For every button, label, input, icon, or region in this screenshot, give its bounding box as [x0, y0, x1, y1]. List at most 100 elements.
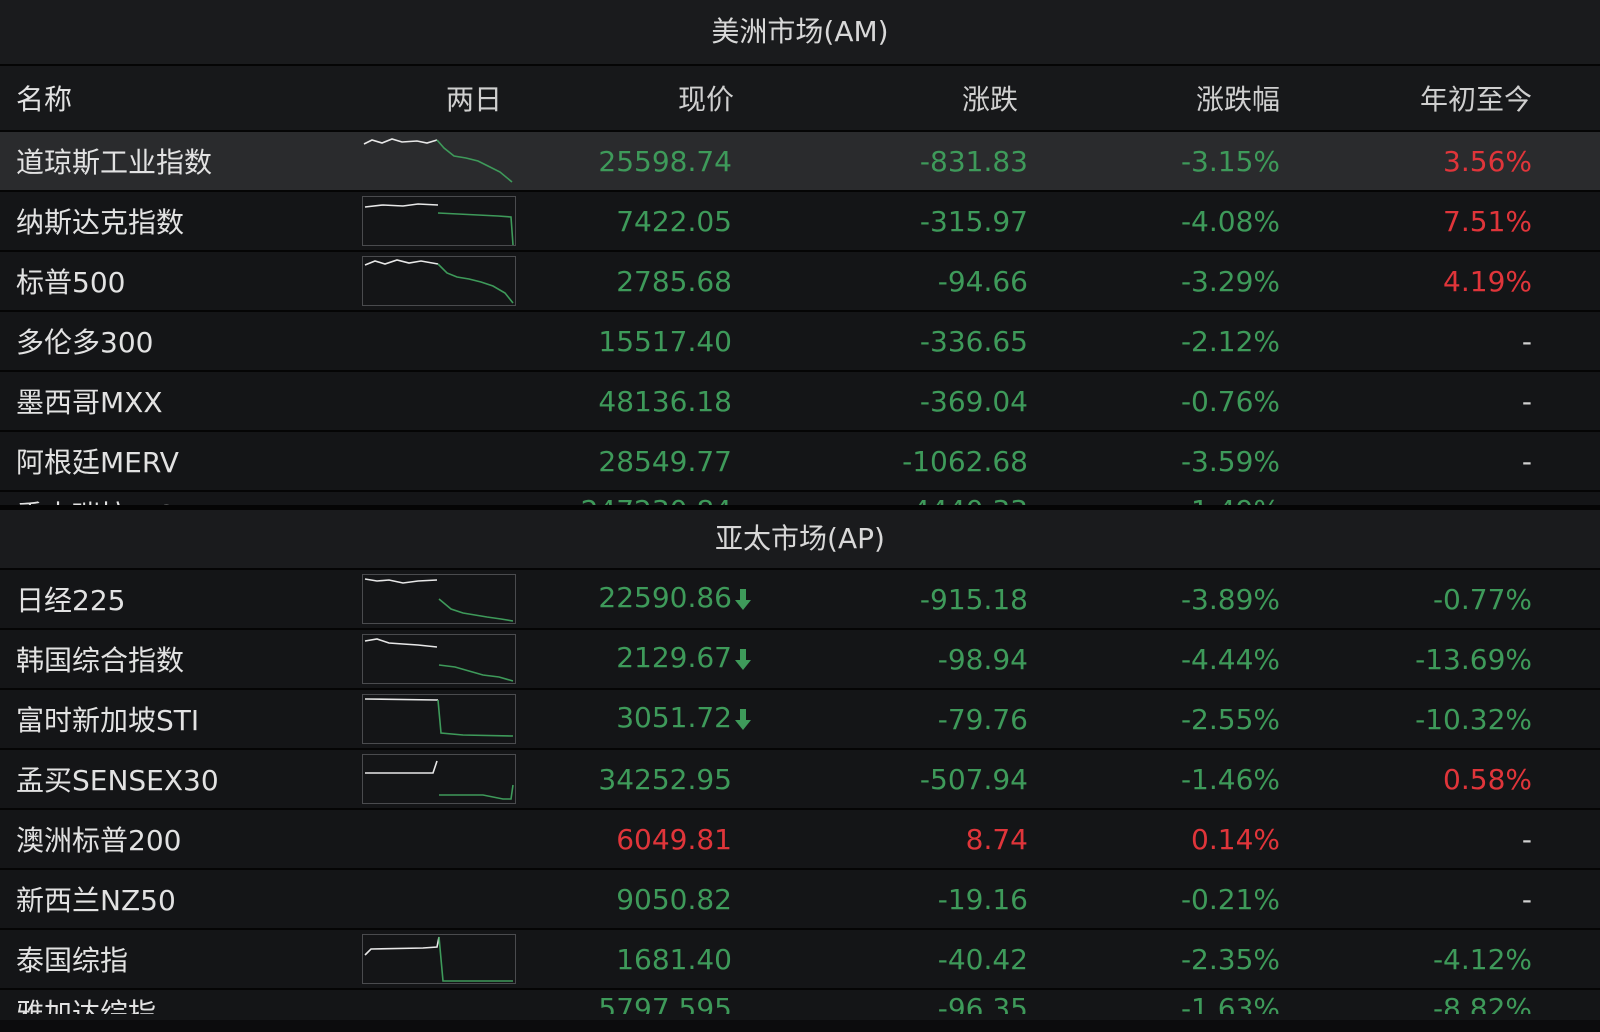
current-price: 3051.72: [616, 700, 732, 734]
table-row[interactable]: 泰国综指 1681.40 -40.42 -2.35% -4.12%: [0, 930, 1600, 990]
ytd-change: -13.69%: [1415, 642, 1532, 676]
table-row-partial[interactable]: 雅加达综指 5797.595 -96.35 -1.63% -8.82%: [0, 990, 1600, 1014]
asia-pacific-market-panel: 亚太市场(AP) 日经225 22590.86 -915.18 -3.89% -0.77…: [0, 510, 1600, 1020]
ytd-change: 0.58%: [1443, 762, 1532, 796]
two-day-chart-cell: [340, 934, 522, 984]
ytd-change: -: [1521, 882, 1532, 916]
sparkline-today: [436, 139, 513, 183]
sparkline-today: [438, 664, 514, 682]
sparkline-prev-day: [364, 203, 439, 208]
two-day-sparkline[interactable]: [362, 136, 516, 186]
americas-rows: 道琼斯工业指数 25598.74 -831.83 -3.15% 3.56% 纳斯达克指数 7…: [0, 132, 1600, 516]
ytd-change: 4.19%: [1443, 264, 1532, 298]
table-row[interactable]: 阿根廷MERV 28549.77 -1062.68 -3.59% -: [0, 432, 1600, 492]
sparkline-today: [437, 699, 514, 737]
two-day-sparkline[interactable]: [362, 694, 516, 744]
down-arrow-icon: [734, 585, 752, 618]
ytd-change: -: [1521, 444, 1532, 478]
table-row[interactable]: 标普500 2785.68 -94.66 -3.29% 4.19%: [0, 252, 1600, 312]
price-change: -915.18: [919, 582, 1028, 616]
index-name: 阿根廷MERV: [16, 446, 179, 479]
current-price: 15517.40: [598, 324, 732, 358]
price-change: -1062.68: [902, 444, 1028, 478]
two-day-chart-cell: [340, 634, 522, 684]
current-price-cell: 2129.67: [522, 641, 752, 678]
price-change: -369.04: [919, 384, 1028, 418]
two-day-sparkline[interactable]: [362, 934, 516, 984]
table-row[interactable]: 道琼斯工业指数 25598.74 -831.83 -3.15% 3.56%: [0, 132, 1600, 192]
col-header-ytd[interactable]: 年初至今: [1419, 83, 1532, 116]
table-row[interactable]: 澳洲标普200 6049.81 8.74 0.14% -: [0, 810, 1600, 870]
two-day-chart-cell: [340, 196, 522, 246]
table-row[interactable]: 韩国综合指数 2129.67 -98.94 -4.44% -13.69%: [0, 630, 1600, 690]
change-percent: -3.59%: [1180, 444, 1280, 478]
change-percent: -3.15%: [1180, 144, 1280, 178]
ytd-change: 3.56%: [1443, 144, 1532, 178]
current-price: 2129.67: [616, 640, 732, 674]
index-name: 孟买SENSEX30: [16, 764, 219, 797]
table-row[interactable]: 纳斯达克指数 7422.05 -315.97 -4.08% 7.51%: [0, 192, 1600, 252]
price-change: -98.94: [937, 642, 1028, 676]
ytd-change: 7.51%: [1443, 204, 1532, 238]
change-percent: -4.44%: [1180, 642, 1280, 676]
current-price: 9050.82: [616, 882, 732, 916]
index-name: 韩国综合指数: [16, 644, 185, 677]
col-header-price[interactable]: 现价: [677, 83, 734, 116]
index-name: 雅加达综指: [16, 997, 157, 1014]
sparkline-prev-day: [364, 936, 440, 956]
col-header-name[interactable]: 名称: [16, 83, 73, 116]
current-price: 2785.68: [616, 264, 732, 298]
ytd-change: -0.77%: [1432, 582, 1532, 616]
table-row[interactable]: 新西兰NZ50 9050.82 -19.16 -0.21% -: [0, 870, 1600, 930]
index-name: 多伦多300: [16, 326, 154, 359]
two-day-sparkline[interactable]: [362, 196, 516, 246]
two-day-chart-cell: [340, 574, 522, 624]
ytd-change: -: [1521, 384, 1532, 418]
price-change: -507.94: [919, 762, 1028, 796]
sparkline-today: [437, 263, 514, 304]
sparkline-today: [438, 598, 514, 622]
change-percent: -3.89%: [1180, 582, 1280, 616]
col-header-two-day[interactable]: 两日: [445, 83, 502, 116]
price-change: -94.66: [937, 264, 1028, 298]
section-title-americas: 美洲市场(AM): [0, 0, 1600, 66]
section-title-asia-pacific: 亚太市场(AP): [0, 510, 1600, 570]
price-change: -336.65: [919, 324, 1028, 358]
index-name: 澳洲标普200: [16, 824, 182, 857]
ytd-change: -8.82%: [1432, 992, 1532, 1014]
ytd-change: -10.32%: [1415, 702, 1532, 736]
two-day-sparkline[interactable]: [362, 754, 516, 804]
index-name: 墨西哥MXX: [16, 386, 163, 419]
two-day-sparkline[interactable]: [362, 574, 516, 624]
index-name: 标普500: [16, 266, 126, 299]
table-row[interactable]: 富时新加坡STI 3051.72 -79.76 -2.55% -10.32%: [0, 690, 1600, 750]
sparkline-prev-day: [365, 760, 438, 774]
price-change: -315.97: [919, 204, 1028, 238]
table-row[interactable]: 日经225 22590.86 -915.18 -3.89% -0.77%: [0, 570, 1600, 630]
sparkline-today: [437, 212, 514, 246]
current-price: 22590.86: [598, 580, 732, 614]
sparkline-prev-day: [364, 259, 439, 266]
col-header-change[interactable]: 涨跌: [961, 83, 1018, 116]
asia-pacific-rows: 日经225 22590.86 -915.18 -3.89% -0.77% 韩国综合指数 21…: [0, 570, 1600, 1014]
two-day-chart-cell: [340, 754, 522, 804]
sparkline-prev-day: [364, 578, 438, 584]
price-change: -79.76: [937, 702, 1028, 736]
col-header-change-pct[interactable]: 涨跌幅: [1195, 83, 1280, 116]
down-arrow-icon: [734, 705, 752, 738]
change-percent: -2.12%: [1180, 324, 1280, 358]
current-price-cell: 3051.72: [522, 701, 752, 738]
price-change: 8.74: [965, 822, 1028, 856]
table-row[interactable]: 墨西哥MXX 48136.18 -369.04 -0.76% -: [0, 372, 1600, 432]
change-percent: -1.63%: [1180, 992, 1280, 1014]
change-percent: -0.76%: [1180, 384, 1280, 418]
down-arrow-icon: [734, 645, 752, 678]
two-day-sparkline[interactable]: [362, 634, 516, 684]
change-percent: -2.35%: [1180, 942, 1280, 976]
current-price: 1681.40: [616, 942, 732, 976]
table-row[interactable]: 多伦多300 15517.40 -336.65 -2.12% -: [0, 312, 1600, 372]
table-row[interactable]: 孟买SENSEX30 34252.95 -507.94 -1.46% 0.58%: [0, 750, 1600, 810]
two-day-sparkline[interactable]: [362, 256, 516, 306]
sparkline-prev-day: [363, 138, 438, 145]
index-name: 富时新加坡STI: [16, 704, 200, 737]
